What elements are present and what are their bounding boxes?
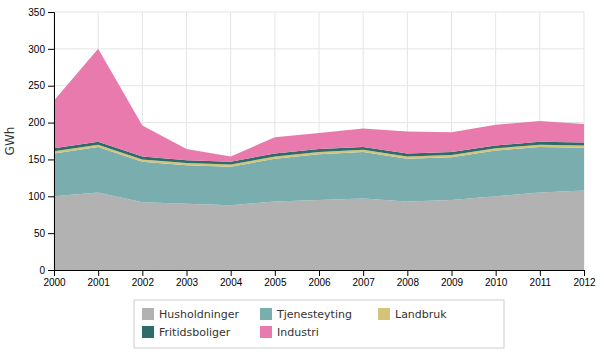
y-tick-label: 100 — [28, 191, 45, 202]
x-tick-mark — [187, 270, 188, 276]
x-tick-mark — [231, 270, 232, 276]
x-tick: 2005 — [264, 270, 287, 288]
area — [54, 49, 584, 162]
legend-item: Tjenesteyting — [260, 308, 352, 321]
x-tick: 2009 — [441, 270, 464, 288]
area — [54, 190, 584, 270]
y-tick-mark — [48, 86, 54, 87]
x-tick-mark — [275, 270, 276, 276]
x-tick: 2001 — [88, 270, 111, 288]
y-tick-label: 0 — [39, 265, 45, 276]
x-tick: 2007 — [353, 270, 376, 288]
x-tick: 2010 — [485, 270, 508, 288]
chart: 2000200120022003200420052006200720082009… — [0, 0, 604, 362]
y-tick: 250 — [28, 80, 54, 91]
legend-item: Fritidsboliger — [142, 326, 231, 339]
legend-label: Industri — [277, 326, 319, 339]
x-axis: 2000 2001 2002 2003 2004 2005 2006 2007 2008 2009… — [43, 270, 596, 288]
y-axis: 0 50 100 150 200 250 300 350 — [28, 7, 54, 276]
y-tick: 300 — [28, 44, 54, 55]
x-tick-label: 2001 — [88, 277, 111, 288]
y-tick: 50 — [34, 228, 54, 239]
x-tick-mark — [407, 270, 408, 276]
y-tick-label: 150 — [28, 154, 45, 165]
y-axis-line — [48, 13, 55, 271]
y-tick-mark — [48, 123, 54, 124]
legend-label: Tjenesteyting — [276, 308, 352, 321]
y-axis-title: GWh — [3, 127, 17, 156]
x-tick: 2002 — [132, 270, 155, 288]
legend-label: Husholdninger — [159, 308, 239, 321]
x-tick: 2008 — [397, 270, 420, 288]
x-tick-mark — [98, 270, 99, 276]
x-tick-label: 2011 — [530, 277, 552, 288]
y-tick-label: 250 — [28, 80, 45, 91]
x-axis-line — [55, 271, 585, 277]
y-tick: 100 — [28, 191, 54, 202]
legend-item: Industri — [260, 326, 319, 339]
legend-swatch — [260, 308, 272, 320]
legend-swatch — [142, 326, 154, 338]
y-tick-mark — [48, 159, 54, 160]
x-tick-mark — [452, 270, 453, 276]
x-tick: 2003 — [176, 270, 199, 288]
x-tick-label: 2012 — [573, 277, 596, 288]
x-tick: 2004 — [220, 270, 243, 288]
y-tick-label: 350 — [28, 7, 45, 18]
x-tick-label: 2009 — [441, 277, 464, 288]
legend-label: Fritidsboliger — [159, 326, 231, 339]
x-tick-mark — [142, 270, 143, 276]
x-tick-label: 2004 — [220, 277, 243, 288]
x-tick-label: 2008 — [397, 277, 420, 288]
y-tick: 200 — [28, 117, 54, 128]
legend-item: Landbruk — [378, 308, 447, 321]
x-tick: 2011 — [530, 270, 552, 288]
y-tick-mark — [48, 270, 54, 271]
x-tick-label: 2006 — [308, 277, 331, 288]
x-tick-label: 2007 — [353, 277, 376, 288]
legend-label: Landbruk — [395, 308, 447, 321]
x-tick-label: 2003 — [176, 277, 199, 288]
y-tick-mark — [48, 196, 54, 197]
x-tick-label: 2000 — [43, 277, 66, 288]
legend-frame — [134, 300, 504, 348]
x-tick: 2006 — [308, 270, 331, 288]
x-tick-mark — [363, 270, 364, 276]
x-tick-mark — [319, 270, 320, 276]
y-tick-mark — [48, 12, 54, 13]
x-tick-label: 2005 — [264, 277, 287, 288]
y-tick-mark — [48, 49, 54, 50]
legend-swatch — [260, 326, 272, 338]
y-tick: 350 — [28, 7, 54, 18]
x-tick-label: 2010 — [485, 277, 508, 288]
legend-swatch — [142, 308, 154, 320]
legend: Husholdninger Tjenesteyting Landbruk Fritid… — [134, 300, 504, 348]
x-tick: 2000 — [43, 270, 66, 288]
legend-item: Husholdninger — [142, 308, 239, 321]
y-tick-label: 300 — [28, 44, 45, 55]
y-tick: 150 — [28, 154, 54, 165]
grid — [54, 12, 584, 270]
y-tick-label: 200 — [28, 117, 45, 128]
x-tick: 2012 — [573, 270, 596, 288]
x-tick-mark — [540, 270, 541, 276]
x-tick-mark — [584, 270, 585, 276]
x-tick-mark — [496, 270, 497, 276]
areas — [54, 49, 584, 270]
legend-swatch — [378, 308, 390, 320]
plot: 2000200120022003200420052006200720082009… — [3, 7, 596, 288]
y-tick: 0 — [39, 265, 54, 276]
x-tick-label: 2002 — [132, 277, 155, 288]
y-tick-mark — [48, 233, 54, 234]
y-tick-label: 50 — [34, 228, 46, 239]
